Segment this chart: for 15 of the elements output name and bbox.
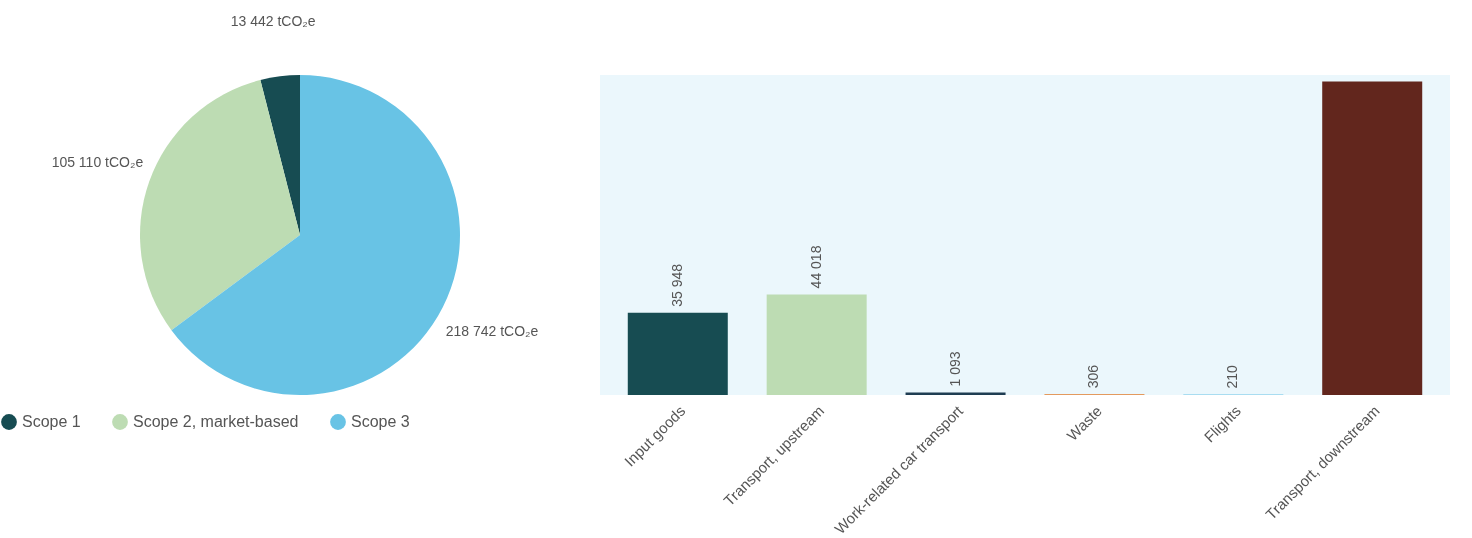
data-label: 44 018 [807, 245, 824, 289]
legend-label: Scope 1 [22, 413, 81, 430]
legend-label: Scope 2, market-based [133, 413, 299, 430]
pie-slice [260, 75, 300, 235]
data-label: 13 442 tCO₂e [230, 12, 316, 29]
bar [766, 294, 867, 395]
data-label: 218 742 tCO₂e [445, 322, 539, 339]
data-label: 210 [1224, 364, 1241, 389]
data-label: 306 [1085, 364, 1102, 389]
data-label: 35 948 [668, 263, 685, 307]
legend-label: Scope 3 [351, 413, 410, 430]
data-label: 105 110 tCO₂e [51, 154, 144, 171]
data-label: 1 093 [946, 351, 963, 387]
bar [1322, 81, 1423, 395]
bar [627, 312, 728, 395]
